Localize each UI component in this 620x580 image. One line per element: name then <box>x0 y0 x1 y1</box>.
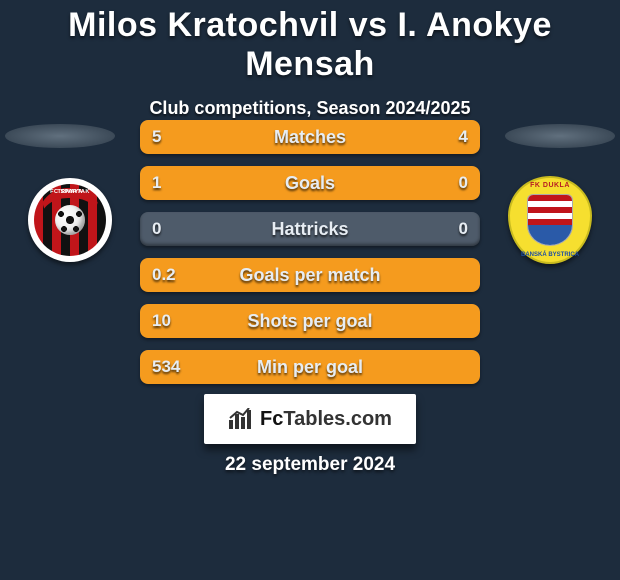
stat-value-right: 0 <box>459 166 468 200</box>
team-crest-left: FC SPARTAK TRNAVA <box>20 178 120 262</box>
stat-fill-right <box>405 166 480 200</box>
stat-fill-right <box>329 120 480 154</box>
team-name-right-top: FK DUKLA <box>530 182 570 189</box>
stat-value-left: 0 <box>152 212 161 246</box>
stat-fill-left <box>140 350 480 384</box>
stat-fill-left <box>140 258 480 292</box>
footer-date: 22 september 2024 <box>0 454 620 476</box>
stat-bars: 54Matches10Goals00Hattricks0.2Goals per … <box>140 120 480 396</box>
stat-fill-left <box>140 120 329 154</box>
stat-row: 534Min per goal <box>140 350 480 384</box>
stat-row: 10Goals <box>140 166 480 200</box>
stat-fill-left <box>140 166 405 200</box>
stat-value-right: 0 <box>459 212 468 246</box>
crest-shadow-right <box>505 124 615 148</box>
stat-row: 54Matches <box>140 120 480 154</box>
stat-value-left: 5 <box>152 120 161 154</box>
brand-badge: FcTables.com <box>204 394 416 444</box>
stat-row: 10Shots per goal <box>140 304 480 338</box>
stat-row: 0.2Goals per match <box>140 258 480 292</box>
brand-text: FcTables.com <box>260 408 392 431</box>
stat-value-left: 10 <box>152 304 171 338</box>
page-title: Milos Kratochvil vs I. Anokye Mensah <box>0 0 620 84</box>
crest-shadow-left <box>5 124 115 148</box>
stat-row: 0 0Hattricks <box>140 212 480 246</box>
brand-chart-icon <box>228 408 254 430</box>
stat-value-left: 1 <box>152 166 161 200</box>
team-name-right-bottom: BANSKÁ BYSTRICA <box>521 252 579 258</box>
team-name-left: FC SPARTAK TRNAVA <box>50 189 90 195</box>
page-subtitle: Club competitions, Season 2024/2025 <box>0 98 620 119</box>
team-crest-right: FK DUKLA BANSKÁ BYSTRICA <box>500 178 600 262</box>
soccer-ball-icon <box>55 205 85 235</box>
stat-value-left: 534 <box>152 350 180 384</box>
stat-fill-left <box>140 304 480 338</box>
comparison-infographic: Milos Kratochvil vs I. Anokye Mensah Clu… <box>0 0 620 580</box>
stat-value-left: 0.2 <box>152 258 176 292</box>
stat-label: Hattricks <box>140 212 480 246</box>
stat-value-right: 4 <box>459 120 468 154</box>
